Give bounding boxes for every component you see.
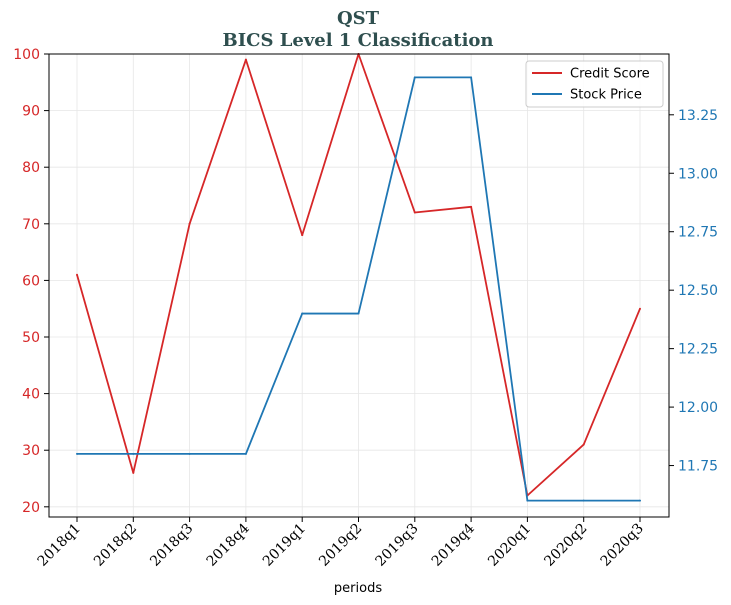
right-tick-label: 13.00 bbox=[678, 166, 718, 182]
x-tick-label: 2019q1 bbox=[260, 521, 309, 570]
data-point-credit-score bbox=[76, 273, 78, 276]
data-point-credit-score bbox=[413, 211, 416, 214]
x-tick-label: 2018q2 bbox=[91, 521, 140, 570]
left-tick-label: 80 bbox=[22, 160, 40, 176]
left-tick-label: 90 bbox=[22, 104, 40, 120]
left-tick-label: 20 bbox=[22, 500, 40, 516]
right-tick-label: 12.25 bbox=[678, 342, 718, 358]
x-tick-label: 2018q4 bbox=[204, 520, 253, 569]
data-point-stock-price bbox=[470, 76, 473, 79]
right-tick-label: 12.75 bbox=[678, 225, 718, 241]
data-point-credit-score bbox=[132, 471, 135, 474]
data-point-credit-score bbox=[582, 443, 585, 446]
x-tick-label: 2019q3 bbox=[372, 521, 421, 570]
left-tick-label: 100 bbox=[13, 47, 40, 63]
x-tick-label: 2020q1 bbox=[485, 521, 534, 570]
data-point-stock-price bbox=[582, 499, 585, 502]
data-point-stock-price bbox=[357, 312, 360, 315]
left-tick-label: 50 bbox=[22, 330, 40, 346]
chart-title: QST bbox=[337, 8, 380, 29]
x-tick-label: 2018q3 bbox=[147, 521, 196, 570]
right-tick-label: 11.75 bbox=[678, 459, 718, 475]
plot-frame bbox=[48, 53, 670, 518]
data-point-stock-price bbox=[413, 76, 416, 79]
right-axis: 11.75 12.00 12.25 12.50 12.75 13.00 13.25 bbox=[669, 108, 718, 475]
x-axis: 2018q1 2018q2 2018q3 2018q4 2019q1 2019q2 2019… bbox=[35, 517, 647, 570]
grid bbox=[49, 53, 669, 517]
data-point-stock-price bbox=[301, 312, 304, 315]
right-tick-label: 12.00 bbox=[678, 400, 718, 416]
data-point-stock-price bbox=[132, 452, 135, 455]
right-tick-label: 12.50 bbox=[678, 283, 718, 299]
data-point-credit-score bbox=[301, 234, 304, 237]
left-tick-label: 30 bbox=[22, 443, 40, 459]
legend-label-credit-score: Credit Score bbox=[570, 67, 650, 82]
x-tick-label: 2020q3 bbox=[598, 521, 647, 570]
data-point-stock-price bbox=[526, 499, 529, 502]
data-point-credit-score bbox=[639, 307, 641, 310]
x-tick-label: 2020q2 bbox=[541, 521, 590, 570]
left-tick-label: 70 bbox=[22, 217, 40, 233]
x-tick-label: 2019q2 bbox=[316, 521, 365, 570]
data-point-credit-score bbox=[244, 58, 247, 61]
legend-label-stock-price: Stock Price bbox=[570, 88, 642, 103]
legend: Credit Score Stock Price bbox=[525, 60, 664, 108]
data-point-credit-score bbox=[188, 222, 191, 225]
x-axis-label: periods bbox=[334, 581, 382, 596]
left-tick-label: 40 bbox=[22, 387, 40, 403]
data-point-stock-price bbox=[244, 452, 247, 455]
data-point-stock-price bbox=[76, 452, 78, 455]
right-tick-label: 13.25 bbox=[678, 108, 718, 124]
left-axis: 20 30 40 50 60 70 80 90 100 bbox=[13, 47, 49, 516]
x-tick-label: 2018q1 bbox=[35, 521, 84, 570]
chart-subtitle: BICS Level 1 Classification bbox=[222, 30, 493, 51]
data-point-stock-price bbox=[188, 452, 191, 455]
data-point-credit-score bbox=[470, 205, 473, 208]
x-tick-label: 2019q4 bbox=[429, 520, 478, 569]
left-tick-label: 60 bbox=[22, 273, 40, 289]
data-point-stock-price bbox=[639, 499, 641, 502]
